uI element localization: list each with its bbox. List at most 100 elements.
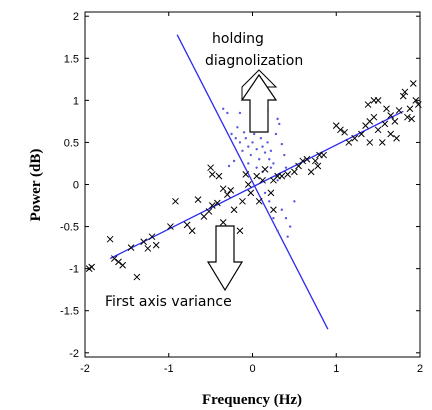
y-tick-label: 2 [73,11,79,23]
cross-point [295,162,302,170]
cross-point [208,202,216,209]
dot-point [283,153,286,157]
dot-point [258,158,261,161]
cross-point [205,208,213,215]
cross-point [374,126,382,134]
dot-point [234,137,237,140]
cross-point [106,235,114,243]
x-tick-label: 0 [249,363,255,375]
y-tick-label: -0.5 [60,222,79,234]
cross-point [144,245,152,252]
cross-point [401,88,409,96]
dot-point [261,145,264,148]
x-tick-label: 2 [417,363,423,375]
cross-point [259,176,266,184]
cross-point [119,261,127,269]
cross-point [215,172,223,180]
cross-point [253,172,261,180]
dot-point [280,208,284,211]
dot-point [274,132,278,136]
cross-point [110,255,118,262]
cross-point [414,101,422,108]
cross-point [366,139,374,146]
cross-point [227,187,235,194]
cross-point [408,115,415,123]
cross-point [219,185,227,193]
dot-point [255,147,258,151]
cross-point [337,126,344,134]
dot-point [278,122,281,126]
axis-line-1 [109,110,404,260]
cross-point [412,97,420,104]
cross-point [239,197,246,205]
x-tick-label: -1 [164,363,174,375]
dot-point [247,162,250,165]
dot-point [242,131,246,134]
cross-point [207,164,214,172]
y-tick-label: -1 [69,264,79,276]
dot-point [268,158,271,161]
cross-point [152,241,160,249]
cross-point [291,168,298,176]
dot-point [263,151,267,154]
cross-point [247,189,255,197]
dot-point [276,229,279,232]
annotation-first-axis-variance: First axis variance [105,294,232,310]
dot-point [232,159,236,163]
cross-point [383,105,390,113]
dot-point [252,132,256,136]
cross-point [188,227,196,235]
y-tick-label: 0 [73,180,79,192]
cross-point [399,92,407,100]
cross-point [208,171,216,178]
dot-point [241,149,244,153]
dot-point [276,117,279,121]
cross-point [341,128,348,136]
dot-point [259,137,263,140]
x-tick-label: -2 [80,363,90,375]
dot-point [236,126,239,129]
dot-point [269,149,273,153]
cross-point [404,113,411,121]
cross-point [148,233,156,241]
cross-point [230,206,238,214]
cross-point [255,197,263,205]
cross-point [219,219,227,226]
cross-point [140,238,147,246]
plot-frame [84,11,421,358]
y-tick-label: 1 [73,95,79,107]
cross-point [172,197,179,205]
cross-point [127,244,135,251]
cross-point [409,80,417,87]
dot-point [251,141,254,144]
cross-point [307,168,315,176]
y-tick-label: -2 [69,348,79,360]
cross-point [393,134,400,142]
cross-point [351,134,359,142]
axis-line-2 [176,34,329,330]
cross-point [406,105,414,113]
y-tick-label: 0.5 [64,137,79,149]
cross-point [374,97,382,104]
arrow-down-icon [206,225,244,292]
cross-point [391,118,399,125]
dot-point [293,200,296,203]
cross-point [133,273,141,281]
cross-point [261,166,269,173]
cross-point [278,172,286,180]
dot-point [272,162,275,165]
dot-point [227,164,231,168]
dot-point [247,145,250,148]
cross-point [378,139,386,146]
dot-point [230,132,233,136]
dot-point [249,153,253,157]
cross-point [311,157,319,165]
cross-point [303,155,311,163]
cross-point [320,151,328,159]
x-tick-label: 1 [333,363,339,375]
dot-point [244,137,247,140]
dot-point [268,200,271,203]
cross-point [395,107,403,114]
dot-point [288,225,292,228]
